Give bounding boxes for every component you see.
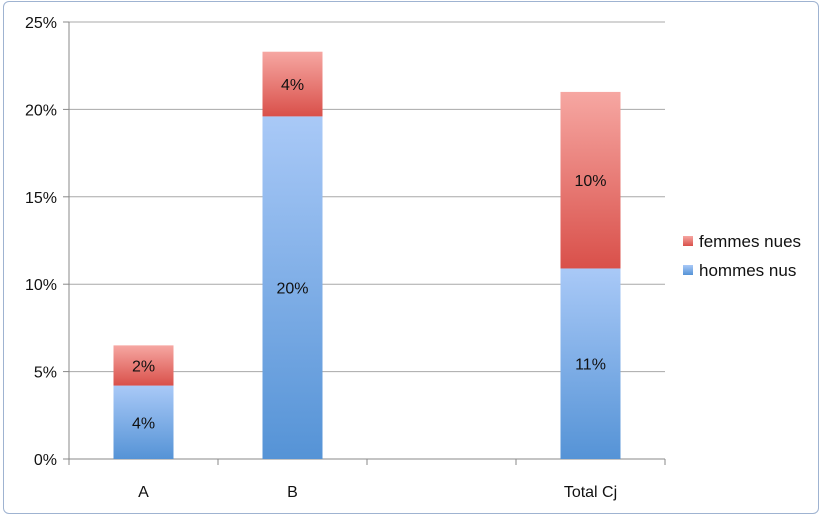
x-category-label: A xyxy=(138,484,149,501)
bars-layer xyxy=(113,51,621,459)
legend: femmes nues hommes nus xyxy=(683,232,801,280)
data-label: 20% xyxy=(276,281,308,298)
bar-segment-hommes-nus xyxy=(262,116,323,459)
y-tick-label: 20% xyxy=(25,102,57,119)
data-label: 4% xyxy=(132,415,155,432)
bar-segment-femmes-nues xyxy=(113,345,174,386)
data-label: 10% xyxy=(574,173,606,190)
bar-segment-femmes-nues xyxy=(560,91,621,269)
legend-swatch xyxy=(683,236,693,246)
x-category-label: Total Cj xyxy=(564,484,617,501)
bar-segment-hommes-nus xyxy=(560,268,621,459)
x-category-label: B xyxy=(287,484,298,501)
y-tick-label: 10% xyxy=(25,277,57,294)
data-label: 4% xyxy=(281,77,304,94)
axis-layer: 0% 5% 10% 15% 20% 25% A B Total Cj xyxy=(25,15,666,501)
y-tick-label: 25% xyxy=(25,15,57,32)
legend-label: hommes nus xyxy=(699,261,796,280)
y-tick-label: 15% xyxy=(25,190,57,207)
labels-layer: 4% 2% 20% 4% 11% 10% xyxy=(132,77,607,432)
data-label: 11% xyxy=(575,357,606,374)
data-label: 2% xyxy=(132,358,155,375)
bar-segment-hommes-nus xyxy=(113,385,174,459)
legend-swatch xyxy=(683,265,693,275)
bar-segment-femmes-nues xyxy=(262,51,323,117)
y-tick-label: 0% xyxy=(34,452,57,469)
legend-label: femmes nues xyxy=(699,232,801,251)
y-tick-label: 5% xyxy=(34,365,57,382)
